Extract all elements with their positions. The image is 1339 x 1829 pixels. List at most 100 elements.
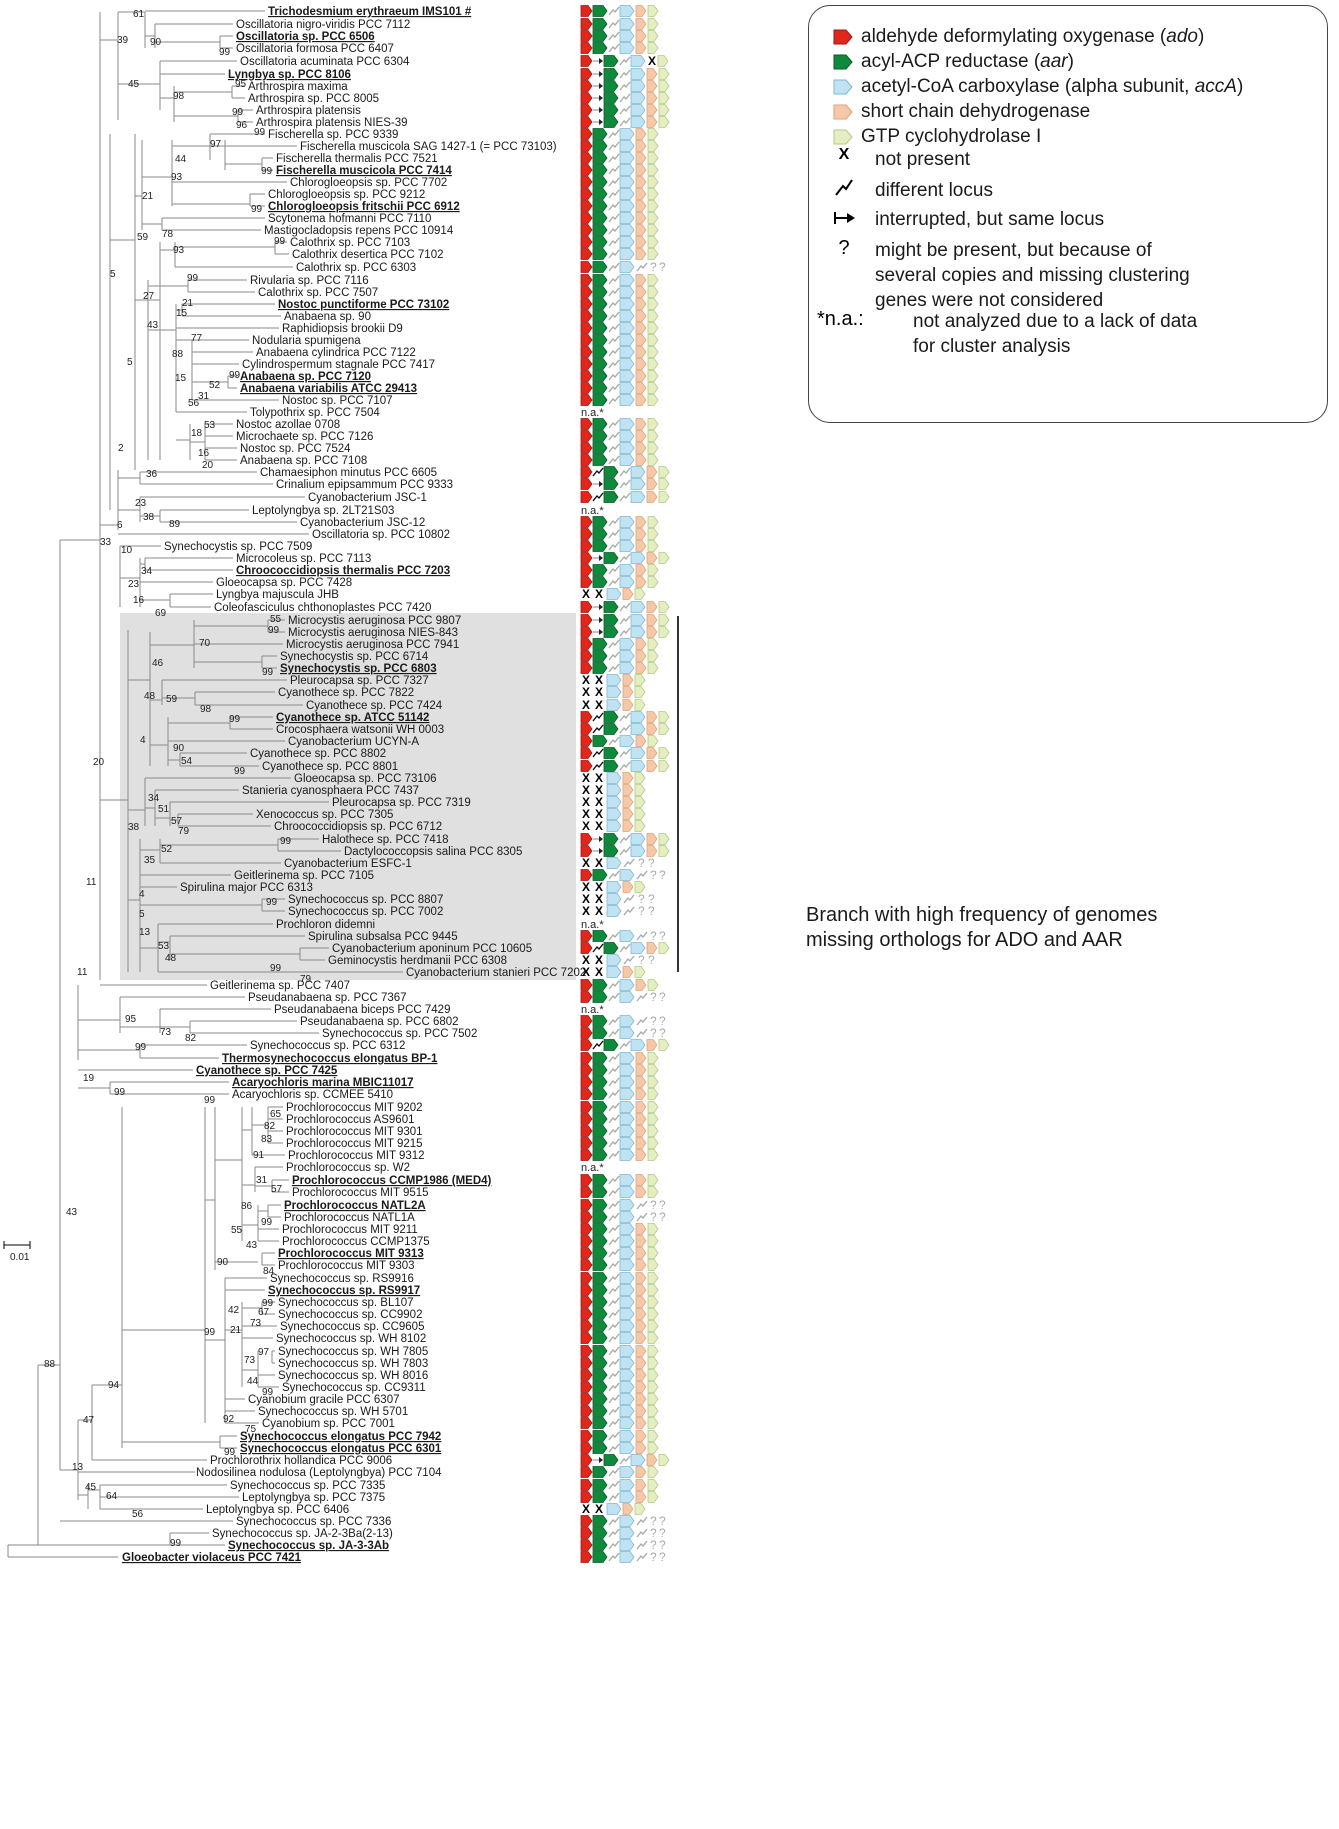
not-analyzed-label: n.a.* [581, 1004, 604, 1016]
gene-arrow [580, 298, 593, 310]
different-locus-icon [636, 1016, 648, 1026]
gene-arrow [580, 1088, 593, 1100]
bootstrap-value: 99 [261, 166, 273, 177]
gene-arrow [647, 1272, 659, 1284]
different-locus-icon [608, 165, 620, 175]
gene-arrow [580, 1199, 593, 1211]
different-locus-icon [608, 1126, 620, 1136]
gene-arrow [658, 552, 670, 564]
gene-arrow [592, 1174, 608, 1186]
gene-arrow [580, 626, 593, 638]
gene-arrow [647, 334, 659, 346]
gene-arrow [580, 286, 593, 298]
gene-arrow [635, 42, 647, 54]
taxon-label: Chlorogloeopsis sp. PCC 9212 [268, 189, 425, 201]
gene-arrow [647, 1076, 659, 1088]
gene-arrow [635, 236, 647, 248]
gene-arrow [592, 979, 608, 991]
gene-arrow [647, 1125, 659, 1137]
taxon-label: Prochlorococcus MIT 9301 [286, 1126, 423, 1138]
taxon-label: Synechococcus sp. PCC 7336 [236, 1516, 391, 1528]
gene-arrow [580, 1296, 593, 1308]
gene-arrow [592, 1442, 608, 1454]
bootstrap-value: 97 [258, 1347, 270, 1358]
gene-arrow [630, 747, 646, 759]
gene-arrow [647, 358, 659, 370]
gene-arrow [619, 418, 635, 430]
taxon-label: Prochlorococcus AS9601 [286, 1114, 415, 1126]
taxon-label: Synechococcus sp. JA-2-3Ba(2-13) [212, 1528, 393, 1540]
bootstrap-value: 65 [270, 1109, 282, 1120]
different-locus-icon [623, 894, 635, 904]
gene-arrow [622, 686, 634, 698]
taxon-label: Geminocystis herdmanii PCC 6308 [328, 955, 507, 967]
gene-arrow [606, 796, 622, 808]
gene-arrow [619, 1052, 635, 1064]
bootstrap-value: 84 [263, 1266, 275, 1277]
interrupted-icon-head [599, 1457, 603, 1463]
gene-arrow [592, 346, 608, 358]
gene-arrow [635, 1259, 647, 1271]
taxon-label: Prochlorococcus CCMP1986 (MED4) [292, 1175, 492, 1187]
different-locus-icon [619, 748, 631, 758]
taxon-label: Gloeocapsa sp. PCC 7428 [216, 577, 352, 589]
gene-arrow [606, 905, 622, 917]
gene-arrow [592, 1259, 608, 1271]
gene-arrow [647, 1064, 659, 1076]
gene-arrow [647, 516, 659, 528]
bootstrap-value: 99 [170, 1538, 182, 1549]
not-present-icon: X [582, 587, 590, 601]
bootstrap-value: 97 [210, 139, 222, 150]
gene-arrow [580, 540, 593, 552]
gene-arrow [647, 1174, 659, 1186]
gene-arrow [580, 188, 593, 200]
bootstrap-value: 90 [150, 37, 162, 48]
not-present-icon: X [582, 953, 590, 967]
different-locus-icon [608, 1077, 620, 1087]
gene-arrow [647, 430, 659, 442]
taxon-label: Mastigocladopsis repens PCC 10914 [264, 225, 454, 237]
gene-arrow [658, 747, 670, 759]
not-present-icon: X [595, 771, 603, 785]
bootstrap-value: 88 [172, 349, 184, 360]
gene-arrow [658, 711, 670, 723]
might-be-present-icon: ? [650, 868, 657, 882]
gene-arrow [580, 430, 593, 442]
not-analyzed-label: n.a.* [581, 505, 604, 517]
gene-arrow [658, 626, 670, 638]
different-locus-icon [608, 19, 620, 29]
gene-arrow [635, 638, 647, 650]
not-analyzed-symbol: *n.a.: [817, 308, 864, 330]
taxon-label: Anabaena sp. PCC 7108 [240, 455, 367, 467]
different-locus-icon [619, 117, 631, 127]
gene-arrow [647, 1088, 659, 1100]
bootstrap-value: 99 [234, 766, 246, 777]
bootstrap-value: 99 [261, 1217, 273, 1228]
different-locus-icon [608, 213, 620, 223]
might-be-present-icon: ? [659, 1538, 666, 1552]
gene-arrow [592, 1223, 608, 1235]
bootstrap-value: 99 [262, 1298, 274, 1309]
different-locus-icon [608, 529, 620, 539]
gene-arrow [635, 1308, 647, 1320]
taxon-label: Cyanothece sp. ATCC 51142 [276, 712, 429, 724]
gene-arrow [619, 1076, 635, 1088]
bootstrap-value: 56 [188, 398, 200, 409]
bootstrap-value: 35 [144, 855, 156, 866]
gene-arrow [592, 1491, 608, 1503]
bootstrap-value: 13 [139, 927, 151, 938]
gene-arrow [592, 1272, 608, 1284]
different-locus-icon [608, 237, 620, 247]
taxon-label: Prochlorococcus MIT 9202 [286, 1102, 423, 1114]
gene-arrow [635, 1369, 647, 1381]
different-locus-icon [608, 249, 620, 259]
gene-arrow [635, 188, 647, 200]
bootstrap-value: 23 [128, 579, 140, 590]
gene-arrow [647, 418, 659, 430]
bootstrap-value: 99 [262, 1387, 274, 1398]
gene-arrow [635, 1137, 647, 1149]
different-locus-icon [619, 615, 631, 625]
gene-arrow [647, 1296, 659, 1308]
might-be-present-icon: ? [659, 1210, 666, 1224]
taxon-label: Calothrix sp. PCC 7103 [290, 237, 410, 249]
